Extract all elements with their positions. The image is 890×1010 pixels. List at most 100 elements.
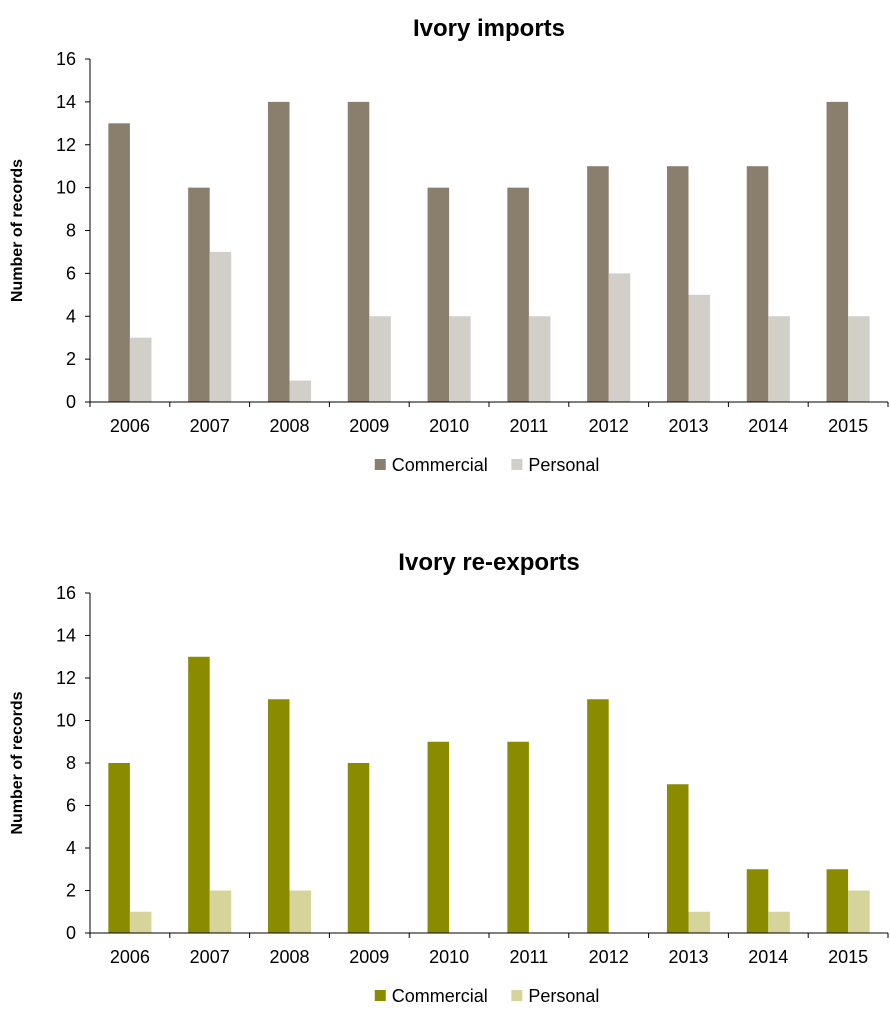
- x-tick-label: 2009: [349, 416, 389, 436]
- y-tick-label: 2: [66, 881, 76, 901]
- bar-commercial-2013: [666, 784, 689, 933]
- x-tick-label: 2012: [589, 416, 629, 436]
- legend-item-personal: Personal: [511, 986, 599, 1006]
- series-personal: [129, 251, 870, 403]
- bar-personal-2014: [768, 316, 790, 402]
- bar-personal-2014: [768, 911, 790, 933]
- bar-commercial-2007: [188, 656, 210, 933]
- bar-personal-2015: [848, 316, 870, 402]
- series-commercial: [108, 101, 849, 403]
- bar-personal-2008: [289, 380, 312, 402]
- x-tick-label: 2006: [110, 416, 150, 436]
- x-tick-label: 2015: [828, 416, 868, 436]
- bar-commercial-2011: [507, 187, 529, 403]
- x-tick-label: 2009: [349, 947, 389, 967]
- bar-commercial-2011: [507, 741, 529, 933]
- bar-commercial-2015: [826, 101, 849, 403]
- bar-personal-2007: [209, 890, 232, 933]
- bar-commercial-2008: [267, 699, 290, 933]
- bar-commercial-2008: [267, 101, 290, 403]
- y-tick-label: 8: [66, 221, 76, 241]
- series-commercial: [108, 656, 849, 933]
- chart-panel-1: Ivory imports Number of records 0 2 4 6 8 10 12 1…: [9, 15, 889, 475]
- bar-commercial-2012: [587, 166, 609, 402]
- y-tick-label: 16: [56, 49, 76, 69]
- x-tick-label: 2013: [668, 947, 708, 967]
- bar-personal-2013: [688, 911, 711, 933]
- legend-item-commercial: Commercial: [374, 455, 488, 475]
- bar-commercial-2006: [108, 123, 130, 402]
- bar-personal-2008: [289, 890, 312, 933]
- x-tick-label: 2010: [429, 416, 469, 436]
- legend: Commercial Personal: [374, 455, 599, 475]
- x-tick-label: 2006: [110, 947, 150, 967]
- bar-commercial-2014: [746, 166, 769, 402]
- bar-commercial-2009: [347, 101, 370, 403]
- x-tick-label: 2011: [510, 947, 549, 967]
- bar-personal-2015: [848, 890, 870, 933]
- bar-personal-2009: [369, 316, 391, 402]
- y-tick-label: 10: [56, 711, 76, 731]
- y-tick-label: 12: [56, 668, 76, 688]
- y-tick-label: 4: [66, 306, 76, 326]
- x-tick-label: 2012: [589, 947, 629, 967]
- bar-commercial-2006: [108, 763, 130, 933]
- bar-personal-2013: [688, 294, 711, 402]
- x-tick-label: 2010: [429, 947, 469, 967]
- bar-commercial-2012: [587, 699, 609, 933]
- y-tick-label: 14: [56, 626, 76, 646]
- y-tick-label: 10: [56, 178, 76, 198]
- bar-commercial-2013: [666, 166, 689, 402]
- y-tick-label: 8: [66, 753, 76, 773]
- bar-personal-2007: [209, 251, 232, 402]
- bar-commercial-2010: [427, 187, 450, 403]
- x-tick-label: 2014: [748, 416, 788, 436]
- y-axis-title: Number of records: [9, 159, 26, 302]
- bar-personal-2011: [528, 316, 551, 402]
- x-tick-label: 2011: [510, 416, 549, 436]
- legend-item-commercial: Commercial: [374, 986, 488, 1006]
- y-tick-label: 12: [56, 135, 76, 155]
- y-tick-label: 4: [66, 838, 76, 858]
- bar-commercial-2015: [826, 869, 849, 933]
- legend: Commercial Personal: [374, 986, 599, 1006]
- series-personal: [129, 890, 870, 933]
- legend-swatch-commercial: [374, 990, 386, 1001]
- legend-label-commercial: Commercial: [392, 455, 488, 475]
- x-tick-label: 2007: [190, 416, 230, 436]
- x-tick-label: 2014: [748, 947, 788, 967]
- y-tick-label: 0: [66, 392, 76, 412]
- x-tick-label: 2015: [828, 947, 868, 967]
- y-tick-label: 2: [66, 349, 76, 369]
- y-tick-label: 14: [56, 92, 76, 112]
- bar-personal-2006: [129, 337, 152, 402]
- y-axis-title: Number of records: [9, 691, 26, 834]
- bar-commercial-2007: [188, 187, 210, 403]
- y-tick-label: 6: [66, 796, 76, 816]
- bar-commercial-2014: [746, 869, 769, 933]
- bar-personal-2006: [129, 911, 152, 933]
- legend-swatch-personal: [511, 990, 523, 1001]
- legend-swatch-commercial: [374, 459, 386, 470]
- bar-commercial-2010: [427, 741, 450, 933]
- x-tick-label: 2007: [190, 947, 230, 967]
- x-tick-label: 2008: [269, 947, 309, 967]
- chart-panel-2: Ivory re-exports Number of records 0 2 4 6 8 10…: [9, 549, 889, 1006]
- x-tick-label: 2008: [269, 416, 309, 436]
- legend-label-personal: Personal: [528, 986, 599, 1006]
- y-tick-label: 6: [66, 263, 76, 283]
- bar-personal-2010: [449, 316, 471, 402]
- x-tick-label: 2013: [668, 416, 708, 436]
- legend-label-personal: Personal: [528, 455, 599, 475]
- legend-swatch-personal: [511, 459, 523, 470]
- bar-commercial-2009: [347, 763, 370, 933]
- chart-title: Ivory imports: [413, 15, 565, 42]
- legend-item-personal: Personal: [511, 455, 599, 475]
- y-tick-label: 0: [66, 923, 76, 943]
- bar-personal-2012: [608, 273, 631, 403]
- y-tick-label: 16: [56, 583, 76, 603]
- chart-title: Ivory re-exports: [398, 549, 579, 576]
- legend-label-commercial: Commercial: [392, 986, 488, 1006]
